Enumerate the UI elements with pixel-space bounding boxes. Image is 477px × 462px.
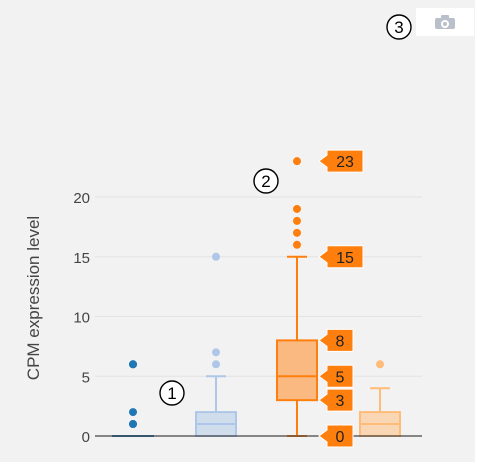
annotation-marker-2-text: 2	[261, 172, 270, 191]
outlier-point-2	[212, 348, 220, 357]
outlier-point-2	[293, 228, 301, 237]
iqr-box	[276, 339, 318, 402]
hover-label-tag	[318, 424, 354, 448]
annotation-marker-1: 1	[159, 380, 185, 406]
annotation-marker-3-text: 3	[394, 18, 403, 37]
hover-label-tag	[318, 388, 354, 412]
hover-label-tag	[318, 245, 364, 269]
hover-labels: 23 15 8 5 3 0	[318, 149, 364, 448]
hover-label-text: 23	[336, 154, 354, 171]
outlier-point-3	[293, 216, 301, 225]
outlier-point-5	[293, 157, 301, 166]
box-trace-2	[195, 252, 237, 438]
hover-label-tag	[318, 149, 364, 173]
outlier-point-1	[212, 360, 220, 369]
box-traces[interactable]	[112, 157, 401, 438]
camera-icon[interactable]	[435, 15, 455, 29]
annotation-marker-2: 2	[253, 168, 279, 194]
outlier-point-3	[129, 408, 137, 417]
y-tick-label-4: 20	[73, 190, 90, 207]
outlier-point-1	[293, 240, 301, 249]
y-tick-label-0: 0	[82, 429, 90, 446]
hover-label-2: 15	[318, 245, 364, 269]
outlier-point-5	[129, 360, 137, 369]
annotation-marker-1-text: 1	[167, 384, 176, 403]
hover-label-tag	[318, 364, 354, 388]
hover-label-text: 8	[336, 333, 345, 350]
hover-label-5: 3	[318, 388, 354, 412]
hover-label-1: 23	[318, 149, 364, 173]
box-trace-3	[276, 157, 318, 437]
y-axis-label: CPM expression level	[24, 216, 43, 380]
hover-label-tag	[318, 328, 354, 352]
y-tick-label-3: 15	[73, 250, 90, 267]
y-tick-label-2: 10	[73, 310, 90, 327]
outlier-point-4	[293, 204, 301, 213]
y-tick-label-1: 5	[82, 369, 90, 386]
hover-label-text: 0	[336, 429, 345, 446]
outlier-point-1	[376, 360, 384, 369]
box-trace-1	[112, 360, 154, 438]
annotation-markers: 1 2 3	[159, 14, 412, 406]
hover-label-3: 8	[318, 328, 354, 352]
hover-label-text: 15	[336, 250, 354, 267]
modebar	[416, 8, 474, 36]
outlier-point-2	[129, 420, 137, 429]
grid-lines	[95, 196, 422, 377]
annotation-marker-3: 3	[386, 14, 412, 40]
hover-label-4: 5	[318, 364, 354, 388]
outlier-point-3	[212, 252, 220, 261]
hover-label-6: 0	[318, 424, 354, 448]
y-axis-ticks: 0 5 10 15 20	[73, 190, 90, 446]
box-trace-4	[359, 360, 401, 438]
hover-label-text: 3	[336, 393, 345, 410]
hover-label-text: 5	[336, 369, 345, 386]
